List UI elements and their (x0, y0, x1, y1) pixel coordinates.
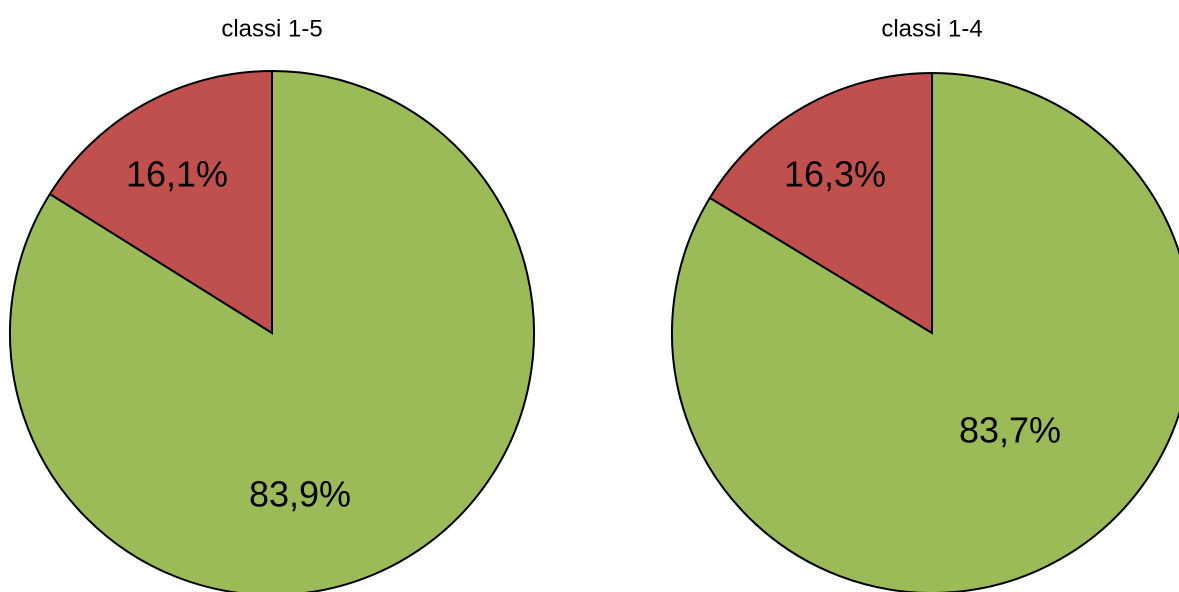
pie-slice (9, 69, 535, 592)
slice-label: 16,1% (126, 154, 228, 195)
slice-label: 16,3% (784, 154, 886, 195)
slice-label: 83,9% (249, 474, 351, 515)
chart-title: classi 1-5 (221, 15, 322, 42)
pie-slice (708, 71, 933, 335)
chart-title: classi 1-4 (881, 15, 982, 42)
slice-label: 83,7% (959, 410, 1061, 451)
pie-slice (671, 71, 1179, 592)
pie-slice (48, 69, 273, 335)
